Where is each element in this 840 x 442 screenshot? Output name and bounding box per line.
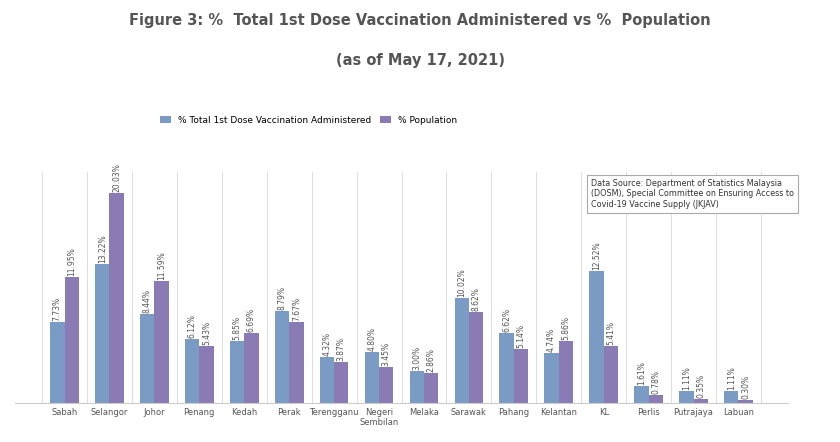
- Text: 4.32%: 4.32%: [323, 332, 332, 356]
- Text: 0.30%: 0.30%: [741, 374, 750, 399]
- Text: 7.73%: 7.73%: [53, 297, 62, 320]
- Text: 12.52%: 12.52%: [592, 242, 601, 271]
- Bar: [634, 386, 648, 403]
- Text: 1.11%: 1.11%: [727, 366, 736, 390]
- Text: 20.03%: 20.03%: [112, 163, 121, 192]
- Text: Data Source: Department of Statistics Malaysia
(DOSM), Special Committee on Ensu: Data Source: Department of Statistics Ma…: [591, 179, 794, 209]
- Bar: [694, 399, 708, 403]
- Text: 2.86%: 2.86%: [427, 348, 436, 372]
- Bar: [320, 358, 334, 403]
- Bar: [365, 352, 379, 403]
- Bar: [500, 333, 514, 403]
- Text: 6.12%: 6.12%: [187, 314, 197, 338]
- Text: 7.67%: 7.67%: [291, 297, 301, 321]
- Bar: [230, 341, 244, 403]
- Text: 4.74%: 4.74%: [547, 328, 556, 352]
- Bar: [379, 366, 393, 403]
- Bar: [185, 339, 199, 403]
- Bar: [544, 353, 559, 403]
- Text: 10.02%: 10.02%: [457, 268, 466, 297]
- Text: 3.87%: 3.87%: [337, 337, 346, 361]
- Bar: [680, 391, 694, 403]
- Text: 3.45%: 3.45%: [381, 341, 391, 366]
- Bar: [738, 400, 753, 403]
- Bar: [140, 314, 155, 403]
- Text: 13.22%: 13.22%: [97, 234, 107, 263]
- Bar: [514, 349, 528, 403]
- Text: 0.78%: 0.78%: [651, 370, 660, 393]
- Text: 5.43%: 5.43%: [202, 320, 211, 345]
- Text: 5.41%: 5.41%: [606, 321, 616, 345]
- Text: 0.35%: 0.35%: [696, 374, 706, 398]
- Text: 6.69%: 6.69%: [247, 308, 256, 332]
- Text: 8.79%: 8.79%: [277, 286, 286, 309]
- Bar: [604, 346, 618, 403]
- Bar: [410, 371, 424, 403]
- Bar: [559, 341, 573, 403]
- Text: 5.86%: 5.86%: [561, 316, 570, 340]
- Bar: [590, 271, 604, 403]
- Bar: [244, 332, 259, 403]
- Bar: [289, 322, 303, 403]
- Text: 8.44%: 8.44%: [143, 289, 152, 313]
- Bar: [65, 278, 79, 403]
- Text: 5.85%: 5.85%: [233, 316, 242, 340]
- Text: 11.95%: 11.95%: [67, 248, 76, 276]
- Text: Figure 3: %  Total 1st Dose Vaccination Administered vs %  Population: Figure 3: % Total 1st Dose Vaccination A…: [129, 13, 711, 28]
- Text: (as of May 17, 2021): (as of May 17, 2021): [335, 53, 505, 68]
- Bar: [724, 391, 738, 403]
- Legend: % Total 1st Dose Vaccination Administered, % Population: % Total 1st Dose Vaccination Administere…: [156, 112, 461, 128]
- Text: 11.59%: 11.59%: [157, 251, 166, 280]
- Text: 6.62%: 6.62%: [502, 308, 512, 332]
- Text: 1.11%: 1.11%: [682, 366, 690, 390]
- Bar: [95, 264, 109, 403]
- Bar: [50, 322, 65, 403]
- Text: 3.00%: 3.00%: [412, 346, 422, 370]
- Bar: [469, 312, 483, 403]
- Text: 1.61%: 1.61%: [637, 361, 646, 385]
- Bar: [275, 311, 289, 403]
- Bar: [155, 281, 169, 403]
- Text: 8.62%: 8.62%: [471, 287, 480, 311]
- Bar: [334, 362, 349, 403]
- Text: 5.14%: 5.14%: [517, 324, 526, 348]
- Bar: [199, 346, 213, 403]
- Bar: [454, 297, 469, 403]
- Bar: [424, 373, 438, 403]
- Bar: [648, 395, 663, 403]
- Bar: [109, 193, 123, 403]
- Text: 4.80%: 4.80%: [367, 328, 376, 351]
